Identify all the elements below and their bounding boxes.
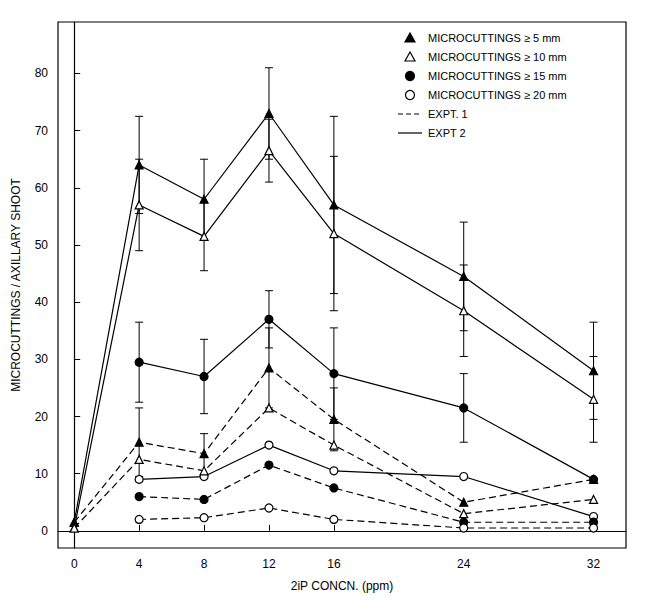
svg-text:60: 60 bbox=[35, 181, 49, 195]
svg-text:12: 12 bbox=[262, 557, 276, 571]
svg-text:MICROCUTTINGS ≥ 15 mm: MICROCUTTINGS ≥ 15 mm bbox=[428, 70, 567, 82]
svg-text:0: 0 bbox=[41, 524, 48, 538]
svg-text:80: 80 bbox=[35, 66, 49, 80]
svg-text:20: 20 bbox=[35, 410, 49, 424]
svg-text:EXPT 2: EXPT 2 bbox=[428, 127, 466, 139]
svg-text:MICROCUTTINGS / AXILLARY SHOOT: MICROCUTTINGS / AXILLARY SHOOT bbox=[9, 178, 23, 392]
svg-text:24: 24 bbox=[457, 557, 471, 571]
svg-text:MICROCUTTINGS ≥ 5 mm: MICROCUTTINGS ≥ 5 mm bbox=[428, 32, 561, 44]
svg-text:2iP CONCN. (ppm): 2iP CONCN. (ppm) bbox=[291, 579, 393, 593]
svg-text:MICROCUTTINGS ≥ 20 mm: MICROCUTTINGS ≥ 20 mm bbox=[428, 89, 567, 101]
svg-text:32: 32 bbox=[587, 557, 601, 571]
svg-text:0: 0 bbox=[71, 557, 78, 571]
svg-text:8: 8 bbox=[201, 557, 208, 571]
svg-text:40: 40 bbox=[35, 295, 49, 309]
svg-text:30: 30 bbox=[35, 352, 49, 366]
svg-text:10: 10 bbox=[35, 467, 49, 481]
svg-text:50: 50 bbox=[35, 238, 49, 252]
svg-text:70: 70 bbox=[35, 124, 49, 138]
svg-text:MICROCUTTINGS ≥ 10 mm: MICROCUTTINGS ≥ 10 mm bbox=[428, 51, 567, 63]
svg-text:16: 16 bbox=[327, 557, 341, 571]
svg-text:4: 4 bbox=[136, 557, 143, 571]
svg-text:EXPT. 1: EXPT. 1 bbox=[428, 108, 468, 120]
